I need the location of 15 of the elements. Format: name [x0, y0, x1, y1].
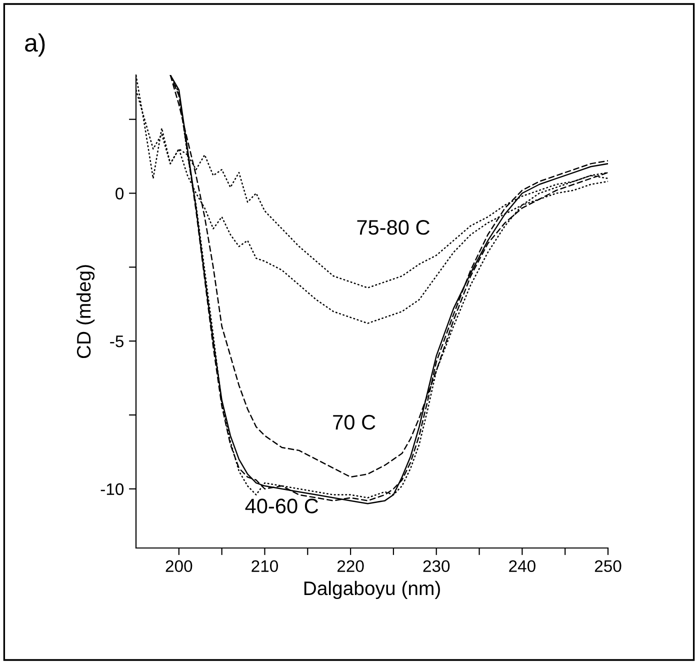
y-tick-label: 0 [116, 188, 124, 200]
x-tick-label: 240 [509, 560, 536, 572]
chart-title: a) [25, 33, 45, 57]
annotation: 40-60 C [245, 498, 318, 514]
y-axis-title: CD (mdeg) [76, 265, 95, 358]
x-axis-title: Dalgaboyu (nm) [304, 580, 440, 600]
x-tick-label: 230 [423, 560, 450, 572]
x-tick-label: 200 [166, 560, 192, 572]
x-tick-label: 210 [252, 560, 278, 572]
annotation: 75-80 C [357, 220, 430, 235]
x-tick-label: 220 [337, 560, 364, 572]
y-tick-label: -10 [100, 483, 124, 496]
y-tick-label: -5 [110, 336, 124, 348]
annotation: 70 C [333, 414, 376, 430]
x-tick-label: 250 [594, 560, 622, 572]
